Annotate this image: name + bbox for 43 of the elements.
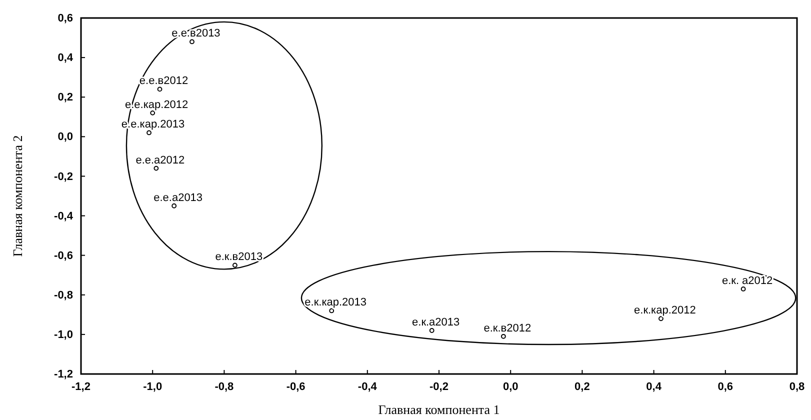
- x-tick-label: -0,6: [286, 380, 306, 393]
- point: [500, 334, 506, 339]
- x-tick-label: -1,2: [72, 380, 90, 393]
- point: [157, 86, 162, 92]
- y-tick-label: -1,0: [54, 328, 73, 341]
- point: [329, 308, 334, 314]
- y-tick-label: -0,8: [54, 289, 73, 302]
- annotation: е.к.а2013: [412, 316, 460, 328]
- y-tick-label: -0,4: [54, 210, 74, 222]
- point: [429, 328, 434, 333]
- y-tick-label: -0,6: [54, 250, 73, 262]
- annotation: е.к.в2012: [484, 322, 532, 334]
- x-tick-label: -0,2: [430, 380, 448, 393]
- y-tick-label: 0,0: [58, 131, 73, 144]
- annotation: е.к.в2013: [215, 251, 263, 264]
- x-tick-label: 0,2: [574, 380, 590, 393]
- point: [190, 39, 194, 44]
- x-tick-label: -0,8: [214, 380, 234, 393]
- point: [740, 286, 746, 292]
- x-tick-label: 0,8: [789, 380, 805, 393]
- x-tick-label: 0,4: [646, 380, 662, 393]
- x-tick-label: 0,6: [718, 380, 734, 393]
- annotation: е.к.кар.2013: [304, 296, 367, 309]
- x-axis-title: Главная компонента 1: [378, 402, 500, 417]
- y-tick-label: -0,2: [54, 170, 73, 183]
- y-tick-label: 0,6: [58, 12, 73, 25]
- y-tick-label: 0,4: [58, 52, 74, 64]
- point: [146, 130, 152, 136]
- annotation: е.к. а2012: [722, 274, 773, 287]
- x-tick-label: -1,0: [143, 380, 162, 393]
- annotation: е.е.а2013: [154, 192, 203, 204]
- x-tick-label: 0,0: [502, 380, 518, 393]
- annotation: е.к.кар.2012: [634, 304, 696, 317]
- x-tick-label: -0,4: [358, 380, 378, 393]
- point: [658, 316, 664, 322]
- point: [150, 110, 156, 116]
- y-tick-label: 0,2: [58, 92, 73, 104]
- point: [232, 262, 238, 268]
- annotation: е.е.а2012: [136, 154, 185, 166]
- point: [154, 166, 159, 171]
- point: [172, 203, 177, 208]
- y-tick-label: -1,2: [54, 368, 73, 381]
- y-axis-title: Главная компонента 2: [10, 135, 25, 257]
